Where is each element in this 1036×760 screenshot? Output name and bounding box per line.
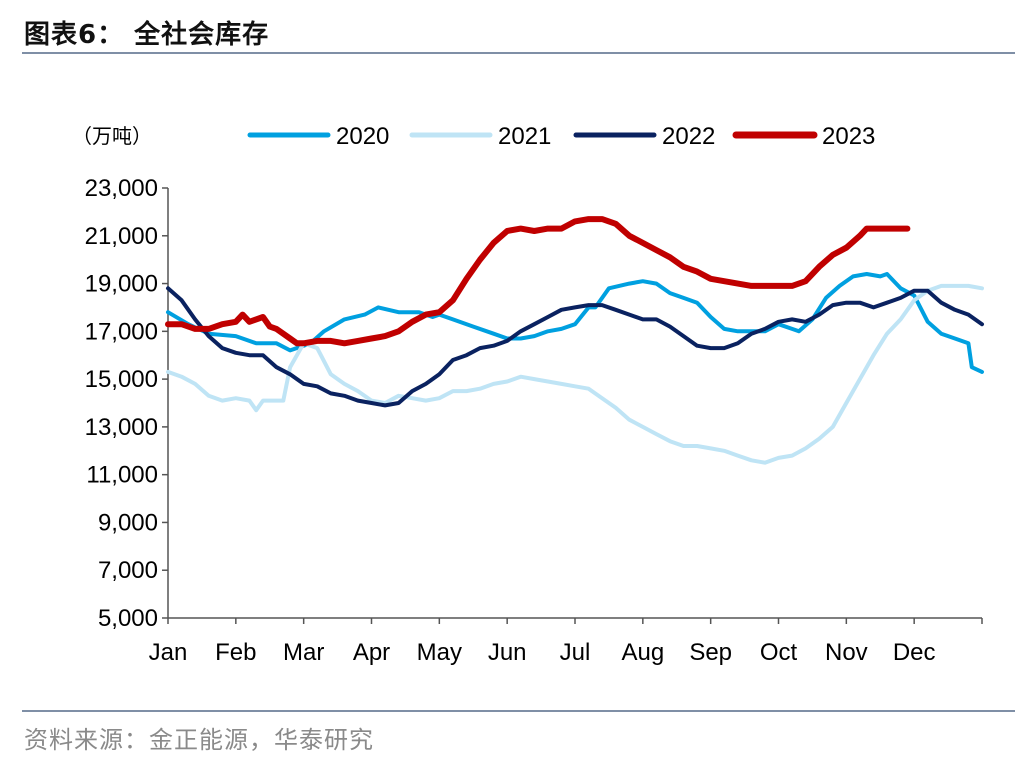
legend-label-2021: 2021 <box>498 123 551 150</box>
x-tick-label: Apr <box>353 639 390 666</box>
series-line-2022 <box>166 286 984 408</box>
header-divider <box>22 52 1015 54</box>
x-tick-label: Oct <box>760 639 798 666</box>
legend-label-2020: 2020 <box>336 123 389 150</box>
chart-legend: 2020 2021 2022 2023 <box>247 123 875 150</box>
y-tick-label: 15,000 <box>85 366 158 393</box>
source-note: 资料来源：金正能源，华泰研究 <box>24 726 374 754</box>
x-tick-label: Jan <box>149 639 188 666</box>
y-unit-label: （万吨） <box>72 124 152 148</box>
series-line-2021 <box>166 283 984 465</box>
x-tick-label: May <box>417 639 462 666</box>
series-line-2020 <box>166 272 984 374</box>
x-tick-label: Nov <box>825 639 868 666</box>
y-tick-label: 23,000 <box>85 175 158 202</box>
x-tick-label: Jul <box>560 639 591 666</box>
y-tick-label: 21,000 <box>85 223 158 250</box>
chart-series <box>165 216 984 465</box>
series-line-2023 <box>165 216 911 347</box>
x-tick-label: Jun <box>488 639 527 666</box>
footer-divider <box>22 710 1015 712</box>
legend-label-2023: 2023 <box>822 123 875 150</box>
x-tick-label: Sep <box>689 639 732 666</box>
y-tick-label: 13,000 <box>85 414 158 441</box>
y-tick-label: 11,000 <box>86 462 158 489</box>
x-tick-label: Mar <box>283 639 324 666</box>
legend-label-2022: 2022 <box>662 123 715 150</box>
y-tick-label: 19,000 <box>85 271 158 298</box>
chart-axes: 5,000 7,000 9,000 11,000 13,000 15,000 17,000 1… <box>85 175 983 666</box>
figure-title: 图表6： 全社会库存 <box>24 20 270 50</box>
y-tick-label: 5,000 <box>98 605 158 632</box>
y-tick-label: 7,000 <box>98 557 158 584</box>
line-chart: 5,000 7,000 9,000 11,000 13,000 15,000 17,000 1… <box>72 123 984 666</box>
x-tick-label: Aug <box>621 639 664 666</box>
y-tick-label: 17,000 <box>85 318 158 345</box>
x-tick-label: Dec <box>893 639 936 666</box>
y-tick-label: 9,000 <box>98 509 158 536</box>
x-tick-label: Feb <box>215 639 256 666</box>
